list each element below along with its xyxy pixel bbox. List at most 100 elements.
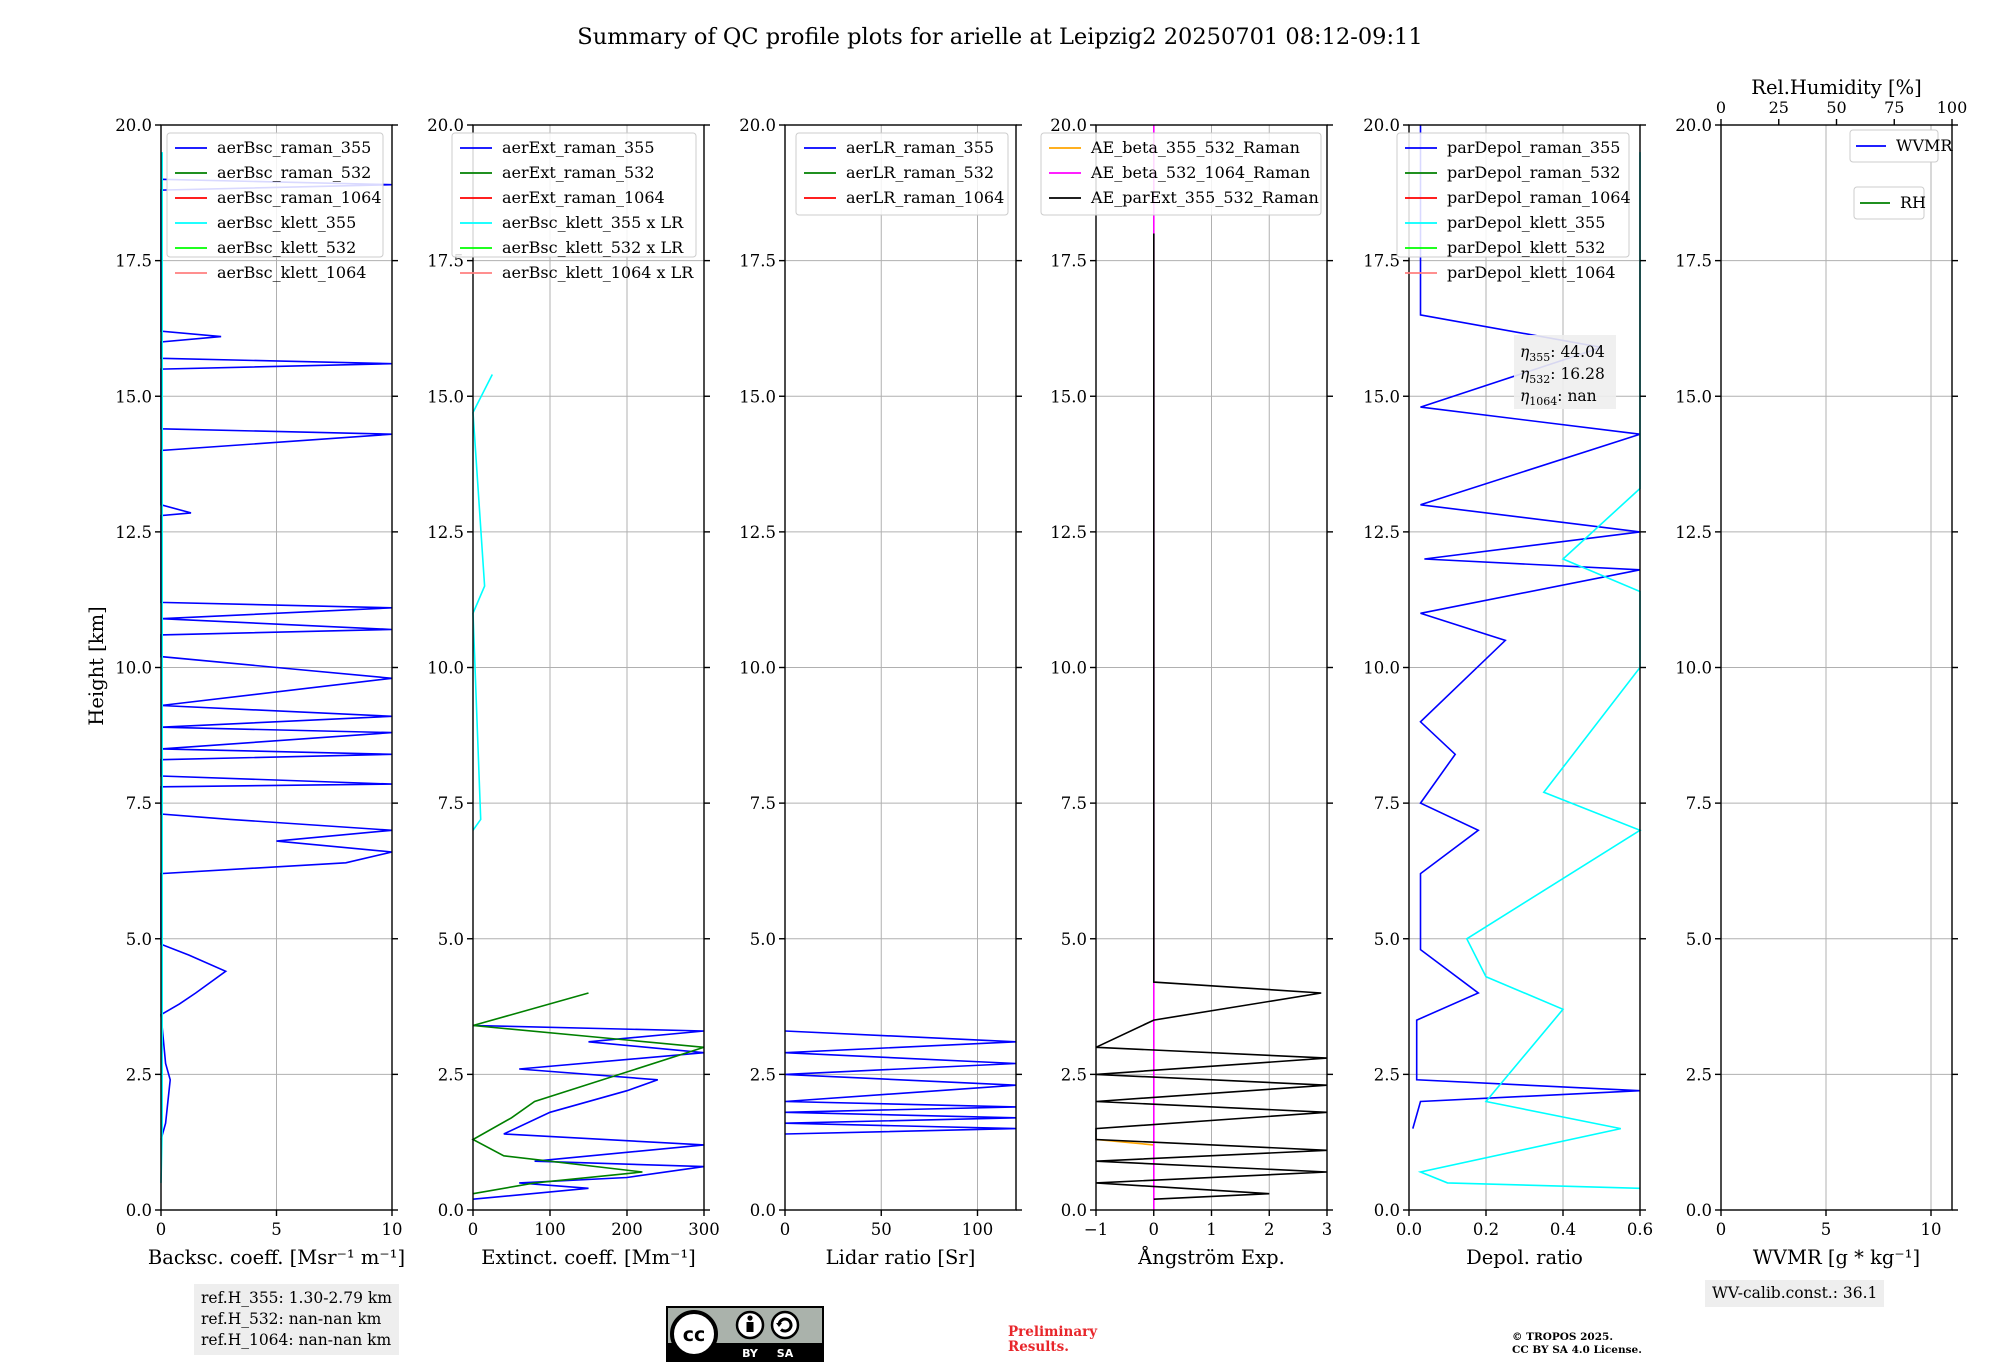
- legend-label: aerBsc_raman_532: [217, 163, 371, 182]
- y-tick-label: 12.5: [1363, 523, 1400, 542]
- legend-label: parDepol_klett_1064: [1447, 263, 1616, 282]
- figure-title: Summary of QC profile plots for arielle …: [577, 24, 1422, 50]
- y-tick-label: 10.0: [739, 659, 776, 678]
- x2-tick-label: 25: [1769, 98, 1789, 117]
- y-tick-label: 15.0: [1675, 387, 1712, 406]
- x-tick-label: 0.0: [1396, 1220, 1422, 1239]
- legend-label: aerBsc_klett_1064: [217, 263, 366, 282]
- legend-label: WVMR: [1896, 136, 1953, 155]
- x-tick-label: 0.4: [1550, 1220, 1576, 1239]
- legend-label: aerBsc_raman_1064: [217, 188, 382, 207]
- y-tick-label: 0.0: [126, 1201, 152, 1220]
- preliminary-note: Preliminary Results.: [1008, 1325, 1097, 1355]
- y-tick-label: 2.5: [438, 1065, 464, 1084]
- wv-calibration-box: WV-calib.const.: 36.1: [1705, 1280, 1885, 1307]
- x-tick-label: 50: [871, 1220, 892, 1239]
- y-tick-label: 12.5: [427, 523, 464, 542]
- y-tick-label: 2.5: [126, 1065, 152, 1084]
- x-tick-label: −1: [1084, 1220, 1108, 1239]
- y-tick-label: 5.0: [1374, 930, 1400, 949]
- preliminary-line-2: Results.: [1008, 1339, 1069, 1355]
- eta-line-532: η532: 16.28: [1520, 365, 1605, 386]
- y-tick-label: 12.5: [739, 523, 776, 542]
- legend-box: [166, 132, 384, 258]
- series-aerBsc_klett_355 x LR: [472, 374, 494, 831]
- x-tick-label: 1: [1206, 1220, 1217, 1239]
- eta-value: : 44.04: [1550, 343, 1605, 361]
- y-tick-label: 10.0: [427, 659, 464, 678]
- copyright-line-1: © TROPOS 2025.: [1512, 1331, 1614, 1343]
- x-tick-label: 0: [156, 1220, 167, 1239]
- legend-box: [795, 132, 1009, 216]
- y-tick-label: 5.0: [1686, 930, 1712, 949]
- ref-height-532: ref.H_532: nan-nan km: [201, 1310, 382, 1328]
- y-tick-label: 7.5: [438, 794, 464, 813]
- legend-box: [1849, 129, 1939, 163]
- y-tick-label: 20.0: [1050, 116, 1087, 135]
- y-tick-label: 10.0: [115, 659, 152, 678]
- y-tick-label: 5.0: [1061, 930, 1087, 949]
- eta-background: [1514, 335, 1616, 409]
- y-tick-label: 0.0: [750, 1201, 776, 1220]
- sa-share-icon: [770, 1310, 800, 1340]
- profile-panels: 0.02.55.07.510.012.515.017.520.00 5 10Back…: [115, 76, 1967, 1269]
- legend-label: aerBsc_klett_1064 x LR: [502, 263, 694, 282]
- legend-label: aerExt_raman_532: [502, 163, 655, 182]
- y-tick-label: 20.0: [427, 116, 464, 135]
- legend-box: [451, 132, 697, 258]
- series-aerLR_raman_355: [784, 1030, 1017, 1135]
- y-tick-label: 12.5: [1675, 523, 1712, 542]
- legend-label: AE_beta_355_532_Raman: [1090, 138, 1300, 157]
- eta-line-1064: η1064: nan: [1520, 387, 1597, 408]
- ref-height-1064: ref.H_1064: nan-nan km: [201, 1331, 392, 1349]
- x2-axis-label: Rel.Humidity [%]: [1751, 76, 1921, 99]
- legend-label: aerBsc_klett_355 x LR: [502, 213, 684, 232]
- series-aerExt_raman_532: [471, 992, 705, 1195]
- y-tick-label: 0.0: [438, 1201, 464, 1220]
- cc-icon: [670, 1310, 718, 1358]
- y-tick-label: 2.5: [1374, 1065, 1400, 1084]
- legend-label: AE_parExt_355_532_Raman: [1090, 188, 1319, 207]
- copyright-note: © TROPOS 2025. CC BY SA 4.0 License.: [1512, 1331, 1642, 1357]
- legend-label: aerBsc_raman_355: [217, 138, 371, 157]
- y-tick-label: 15.0: [1363, 387, 1400, 406]
- y-tick-label: 15.0: [427, 387, 464, 406]
- series-aerBsc_klett_355: [160, 152, 163, 1183]
- x-tick-label: 200: [611, 1220, 643, 1239]
- x-tick-label: 3: [1322, 1220, 1333, 1239]
- legend-label: aerBsc_klett_532 x LR: [502, 238, 684, 257]
- y-tick-label: 17.5: [1050, 252, 1087, 271]
- eta-wavelength: 355: [1529, 351, 1550, 364]
- x-tick-label: 5: [271, 1220, 282, 1239]
- y-tick-label: 17.5: [739, 252, 776, 271]
- profile-panel-5: 0.0 2.5 5.0 7.5 10.0 12.5 15.0 17.5 20.0 0.0 0.2 0.…: [1363, 116, 1653, 1269]
- x-tick-label: 100: [962, 1220, 994, 1239]
- y-tick-label: 7.5: [1061, 794, 1087, 813]
- eta-symbol: η: [1520, 365, 1530, 383]
- x-tick-label: 0: [1149, 1220, 1160, 1239]
- x2-tick-label: 100: [1937, 98, 1968, 117]
- y-tick-label: 10.0: [1675, 659, 1712, 678]
- cc-by-sa-logo: cc BY SA: [666, 1306, 824, 1362]
- legend-label: aerBsc_klett_532: [217, 238, 356, 257]
- legend-label: AE_beta_532_1064_Raman: [1090, 163, 1310, 182]
- y-tick-label: 2.5: [750, 1065, 776, 1084]
- eta-symbol: η: [1520, 387, 1530, 405]
- y-tick-label: 7.5: [126, 794, 152, 813]
- y-tick-label: 12.5: [1050, 523, 1087, 542]
- x-tick-label: 0.6: [1627, 1220, 1653, 1239]
- legend-label: parDepol_raman_1064: [1447, 188, 1631, 207]
- series-AE_parExt_355_532_Raman: [1095, 233, 1328, 1200]
- x-axis-label: Depol. ratio: [1466, 1246, 1583, 1269]
- y-tick-label: 20.0: [1675, 116, 1712, 135]
- x-tick-label: 0: [468, 1220, 479, 1239]
- y-tick-label: 17.5: [1675, 252, 1712, 271]
- eta-value: : nan: [1557, 387, 1596, 405]
- legend-label: aerBsc_klett_355: [217, 213, 356, 232]
- y-tick-label: 10.0: [1363, 659, 1400, 678]
- legend-label: aerLR_raman_355: [846, 138, 994, 157]
- legend-label: aerLR_raman_1064: [846, 188, 1004, 207]
- series-parDepol_raman_355: [1412, 125, 1641, 1129]
- y-tick-label: 7.5: [750, 794, 776, 813]
- eta-symbol: η: [1520, 343, 1530, 361]
